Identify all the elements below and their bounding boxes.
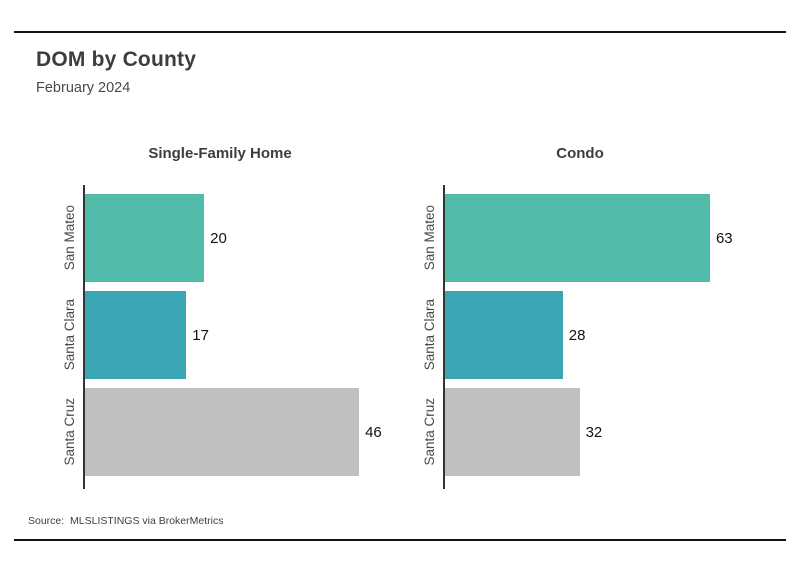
category-label-santa-cruz: Santa Cruz [61, 398, 77, 466]
top-divider [14, 31, 786, 34]
value-label: 63 [715, 229, 733, 247]
category-label-san-mateo: San Mateo [421, 205, 437, 271]
category-label-santa-clara: Santa Clara [421, 299, 437, 371]
chart-single-family-home: Single-Family Home San Mateo 20 Santa Cl… [55, 146, 385, 489]
bar-santa-cruz [445, 388, 580, 476]
bar-santa-clara [85, 291, 187, 379]
source-attribution: Source: MLSLISTINGS via BrokerMetrics [28, 515, 224, 527]
chart-condo: Condo San Mateo 63 Santa Clara 28 Santa … [415, 146, 745, 489]
category-label-santa-clara: Santa Clara [61, 299, 77, 371]
bar-row-santa-cruz: Santa Cruz 32 [422, 388, 731, 476]
plot-area: San Mateo 63 Santa Clara 28 Santa Cruz 3… [422, 185, 733, 489]
value-label: 17 [192, 326, 209, 344]
bar-row-san-mateo: San Mateo 63 [422, 194, 733, 282]
value-label: 32 [585, 423, 603, 441]
category-label-san-mateo: San Mateo [61, 205, 77, 271]
bar-santa-cruz [85, 388, 360, 476]
bar-row-santa-cruz: Santa Cruz 46 [62, 388, 382, 476]
category-label-santa-cruz: Santa Cruz [421, 398, 437, 466]
page-subtitle: February 2024 [36, 80, 131, 96]
bar-san-mateo [85, 194, 205, 282]
bar-san-mateo [445, 194, 710, 282]
chart-title: Single-Family Home [148, 145, 292, 162]
value-label: 28 [568, 326, 586, 344]
chart-title: Condo [556, 145, 604, 162]
bar-row-santa-clara: Santa Clara 28 [422, 291, 731, 379]
value-label: 46 [365, 423, 382, 441]
bottom-divider [14, 539, 786, 542]
plot-area: San Mateo 20 Santa Clara 17 Santa Cruz 4… [62, 185, 382, 489]
bar-row-san-mateo: San Mateo 20 [62, 194, 371, 282]
bar-row-santa-clara: Santa Clara 17 [62, 291, 371, 379]
value-label: 20 [210, 229, 227, 247]
page-title: DOM by County [36, 48, 197, 71]
bar-santa-clara [445, 291, 563, 379]
